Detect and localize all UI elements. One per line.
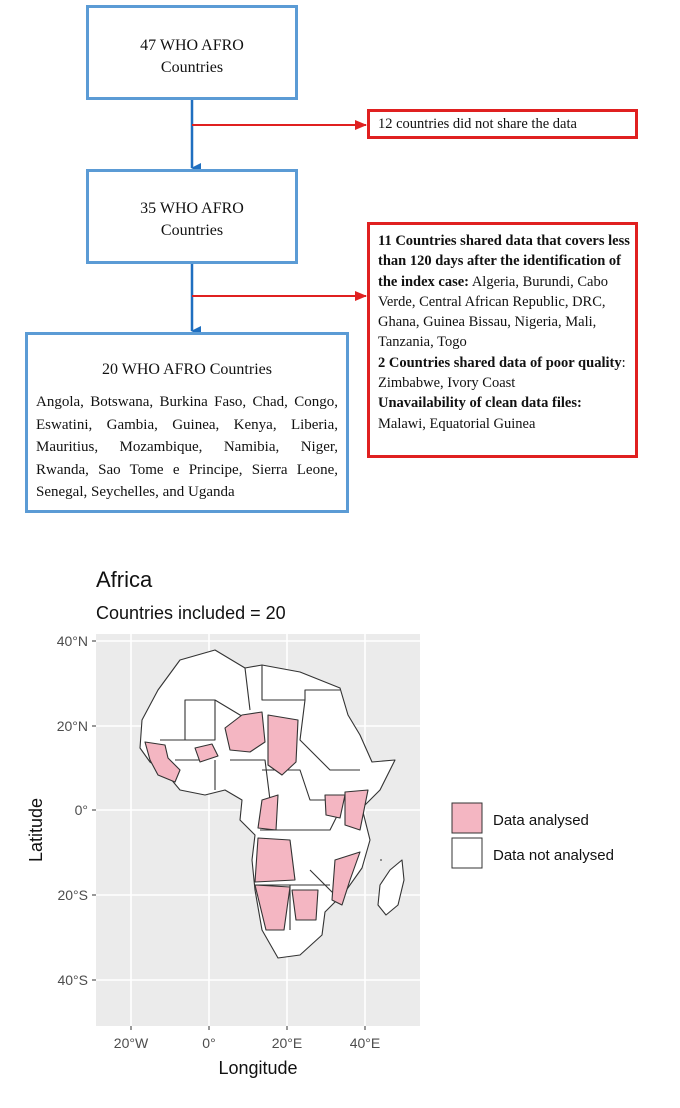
legend-label-analysed: Data analysed bbox=[493, 812, 589, 829]
map-title: Africa bbox=[96, 567, 153, 592]
niger bbox=[224, 711, 266, 753]
excluded2-list1: Algeria, Burundi, Cabo Verde, Central Af… bbox=[378, 273, 608, 351]
plot-panel bbox=[96, 634, 420, 1026]
x-tick-20w: 20°W bbox=[114, 1035, 149, 1051]
grid-lines bbox=[96, 634, 420, 1026]
flowchart-connectors bbox=[190, 100, 367, 336]
box1-line2: Countries bbox=[160, 59, 224, 76]
y-tick-20n: 20°N bbox=[57, 718, 88, 734]
box2-line2: Countries bbox=[160, 222, 224, 239]
x-tick-20e: 20°E bbox=[272, 1035, 303, 1051]
map-subtitle: Countries included = 20 bbox=[96, 603, 286, 623]
mozambique bbox=[331, 851, 361, 906]
y-tick-0: 0° bbox=[75, 802, 88, 818]
y-tick-40n: 40°N bbox=[57, 633, 88, 649]
senegal-gambia-guinea bbox=[144, 741, 181, 783]
legend-key-analysed bbox=[451, 802, 483, 834]
box2-line1: 35 WHO AFRO bbox=[140, 200, 244, 217]
namibia bbox=[254, 884, 291, 931]
excluded2-list2: : Zimbabwe, Ivory Coast bbox=[378, 354, 626, 392]
excluded2-heading2: 2 Countries shared data of poor quality bbox=[378, 354, 622, 371]
africa-countries bbox=[139, 649, 405, 959]
burkina-faso bbox=[194, 743, 219, 763]
excluded-box-2: 11 Countries shared data that covers les… bbox=[367, 222, 638, 458]
botswana bbox=[291, 889, 319, 921]
kenya-uganda bbox=[324, 794, 346, 819]
excluded-box-1: 12 countries did not share the data bbox=[367, 109, 638, 139]
africa-land bbox=[139, 649, 396, 959]
madagascar bbox=[377, 859, 405, 916]
excluded2-list3: Malawi, Equatorial Guinea bbox=[378, 415, 536, 432]
chad bbox=[267, 714, 299, 776]
congo bbox=[257, 794, 279, 831]
x-tick-40e: 40°E bbox=[350, 1035, 381, 1051]
box-20-countries: 20 WHO AFRO Countries Angola, Botswana, … bbox=[25, 332, 349, 513]
box-47-countries: 47 WHO AFRO Countries bbox=[86, 5, 298, 100]
x-axis-label: Longitude bbox=[218, 1058, 297, 1078]
x-tick-0: 0° bbox=[202, 1035, 215, 1051]
box-35-countries: 35 WHO AFRO Countries bbox=[86, 169, 298, 264]
box1-line1: 47 WHO AFRO bbox=[140, 37, 244, 54]
box3-country-list: Angola, Botswana, Burkina Faso, Chad, Co… bbox=[36, 394, 338, 500]
excluded2-heading1: 11 Countries shared data that covers les… bbox=[378, 233, 630, 290]
excluded2-heading3: Unavailability of clean data files: bbox=[378, 395, 582, 412]
y-tick-40s: 40°S bbox=[57, 972, 88, 988]
y-axis-label: Latitude bbox=[26, 798, 46, 862]
legend-key-not-analysed bbox=[451, 837, 483, 869]
angola bbox=[254, 837, 296, 883]
box3-title: 20 WHO AFRO Countries bbox=[102, 361, 272, 378]
y-tick-20s: 20°S bbox=[57, 887, 88, 903]
legend-label-not-analysed: Data not analysed bbox=[493, 847, 614, 864]
axis-ticks bbox=[92, 640, 366, 1030]
kenya bbox=[344, 789, 369, 831]
excluded1-text: 12 countries did not share the data bbox=[378, 116, 577, 132]
